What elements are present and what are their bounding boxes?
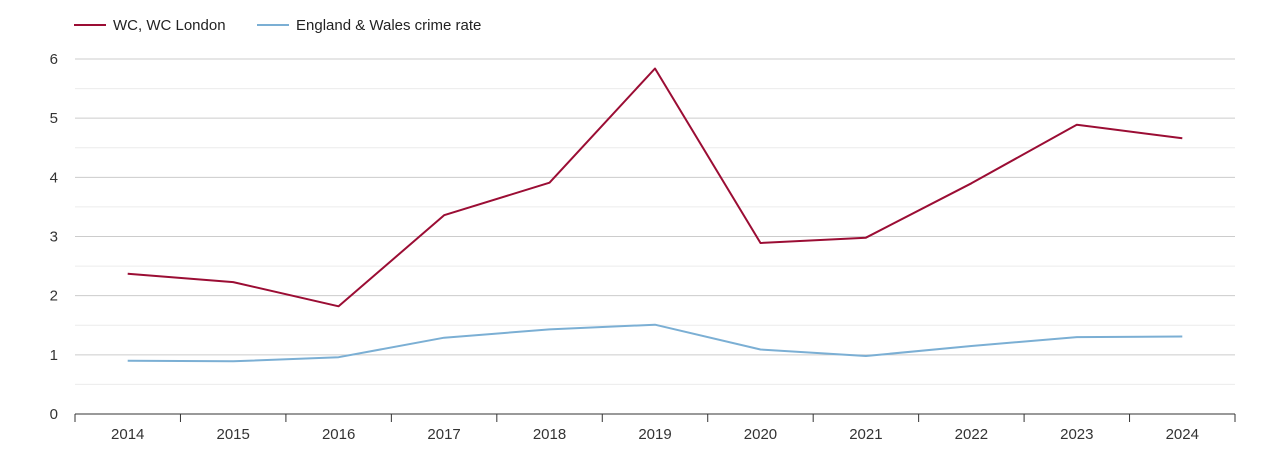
legend-label-wc-london: WC, WC London — [113, 17, 226, 34]
y-tick-label: 2 — [50, 288, 58, 305]
y-tick-label: 3 — [50, 229, 58, 246]
y-tick-label: 6 — [50, 51, 58, 68]
series-lines — [127, 67, 1183, 363]
x-tick-label: 2020 — [744, 426, 777, 443]
grid-lines — [75, 58, 1235, 385]
y-tick-label: 4 — [50, 169, 58, 186]
y-axis-ticks: 0 1 2 3 4 5 6 — [50, 51, 58, 423]
x-tick-label: 2015 — [216, 426, 249, 443]
legend-label-england-wales: England & Wales crime rate — [296, 17, 481, 34]
legend-item-wc-london[interactable]: WC, WC London — [74, 17, 226, 34]
x-tick-label: 2018 — [533, 426, 566, 443]
x-tick-label: 2022 — [955, 426, 988, 443]
chart-legend: WC, WC London England & Wales crime rate — [74, 17, 481, 34]
x-tick-label: 2019 — [638, 426, 671, 443]
series-line-england-wales[interactable] — [127, 323, 1183, 363]
y-tick-label: 5 — [50, 110, 58, 127]
y-tick-label: 0 — [50, 406, 58, 423]
legend-item-england-wales[interactable]: England & Wales crime rate — [257, 17, 481, 34]
x-tick-label: 2023 — [1060, 426, 1093, 443]
y-tick-label: 1 — [50, 347, 58, 364]
x-tick-label: 2021 — [849, 426, 882, 443]
x-tick-label: 2017 — [427, 426, 460, 443]
x-tick-label: 2024 — [1166, 426, 1199, 443]
series-line-wc-london[interactable] — [127, 67, 1183, 308]
x-axis-ticks: 2014 2015 2016 2017 2018 2019 2020 2021 2022 2023… — [74, 414, 1236, 443]
x-tick-label: 2014 — [111, 426, 144, 443]
x-tick-label: 2016 — [322, 426, 355, 443]
